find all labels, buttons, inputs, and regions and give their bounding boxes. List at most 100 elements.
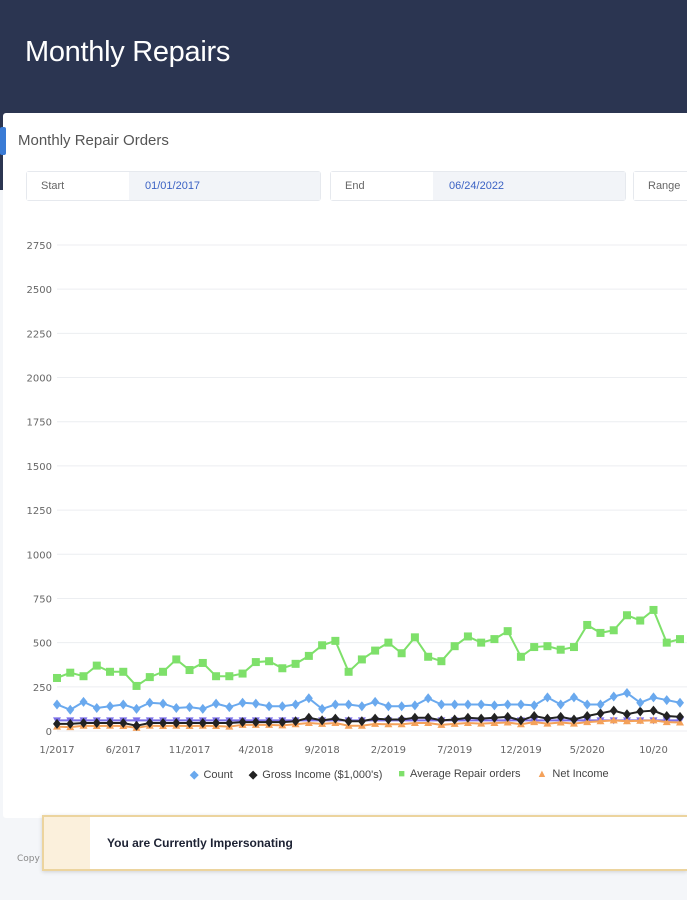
data-point <box>145 673 154 682</box>
data-point <box>636 706 645 717</box>
data-point <box>410 633 419 642</box>
data-point <box>331 713 340 724</box>
data-point <box>172 703 181 714</box>
data-point <box>556 645 565 654</box>
data-point <box>636 716 645 724</box>
diamond-icon: ◆ <box>190 769 199 781</box>
start-date-input[interactable]: 01/01/2017 <box>129 172 320 200</box>
end-date-field[interactable]: End 06/24/2022 <box>330 171 626 201</box>
data-point <box>291 716 300 727</box>
data-point <box>662 695 671 706</box>
data-point <box>212 672 221 681</box>
y-tick-label: 2250 <box>27 329 52 340</box>
start-date-field[interactable]: Start 01/01/2017 <box>26 171 321 201</box>
data-point <box>318 715 327 726</box>
data-point <box>397 714 406 725</box>
y-tick-label: 1250 <box>27 506 52 517</box>
data-point <box>384 701 393 712</box>
diamond-icon: ◆ <box>248 769 258 781</box>
data-point <box>225 672 234 681</box>
data-point <box>516 715 525 726</box>
data-point <box>185 666 194 675</box>
banner-text: You are Currently Impersonating <box>107 836 293 850</box>
data-point <box>145 697 154 708</box>
data-point <box>503 718 512 726</box>
data-point <box>79 718 88 729</box>
x-tick-label: 12/2019 <box>500 745 542 755</box>
legend-gross-income[interactable]: ◆ Gross Income ($1,000's) <box>248 769 383 781</box>
start-label: Start <box>27 172 129 200</box>
data-point <box>119 699 128 710</box>
data-point <box>556 699 565 710</box>
data-point <box>556 711 565 722</box>
y-tick-label: 500 <box>33 639 52 650</box>
data-point <box>278 717 287 728</box>
page-title: Monthly Repairs <box>25 36 231 68</box>
data-point <box>159 667 168 676</box>
data-point <box>516 699 525 710</box>
y-tick-label: 1000 <box>27 550 52 561</box>
x-tick-label: 9/2018 <box>305 745 340 755</box>
data-point <box>198 703 207 714</box>
data-point <box>371 713 380 724</box>
data-point <box>291 659 300 668</box>
data-point <box>410 700 419 711</box>
legend-net-income[interactable]: ▲ Net Income <box>536 768 609 780</box>
x-tick-label: 6/2017 <box>106 745 141 755</box>
data-point <box>92 661 101 670</box>
data-point <box>649 705 658 716</box>
legend-average-repair-orders[interactable]: ■ Average Repair orders <box>398 768 521 780</box>
data-point <box>503 711 512 722</box>
data-point <box>304 651 313 660</box>
data-point <box>530 643 539 652</box>
data-point <box>676 697 684 708</box>
data-point <box>251 658 260 667</box>
impersonation-banner: You are Currently Impersonating <box>42 815 687 871</box>
data-point <box>384 714 393 725</box>
data-point <box>503 627 512 636</box>
data-point <box>463 699 472 710</box>
data-point <box>145 718 154 729</box>
data-point <box>132 681 141 690</box>
banner-side <box>44 817 90 869</box>
data-point <box>622 717 631 725</box>
data-point <box>477 713 486 724</box>
data-point <box>424 693 433 704</box>
data-point <box>344 667 353 676</box>
data-point <box>79 672 88 681</box>
data-point <box>410 712 419 723</box>
data-point <box>463 632 472 641</box>
data-point <box>92 718 101 729</box>
data-point <box>384 638 393 647</box>
data-point <box>106 667 115 676</box>
data-point <box>212 698 221 709</box>
legend-count[interactable]: ◆ Count <box>190 769 233 781</box>
data-point <box>583 620 592 629</box>
data-point <box>278 701 287 712</box>
data-point <box>583 718 592 726</box>
data-point <box>278 664 287 673</box>
x-tick-label: 5/2020 <box>570 745 605 755</box>
data-point <box>609 626 618 635</box>
data-point <box>265 657 274 666</box>
data-point <box>79 696 88 707</box>
data-point <box>543 642 552 651</box>
data-point <box>609 691 618 702</box>
range-field[interactable]: Range <box>633 171 687 201</box>
data-point <box>238 697 247 708</box>
x-tick-label: 11/2017 <box>169 745 211 755</box>
triangle-icon: ▲ <box>536 768 548 780</box>
data-point <box>106 718 115 729</box>
data-point <box>583 710 592 721</box>
data-point <box>490 635 499 644</box>
data-point <box>450 699 459 710</box>
x-tick-label: 10/20 <box>639 745 668 755</box>
data-point <box>291 699 300 710</box>
data-point <box>238 669 247 678</box>
data-point <box>304 712 313 723</box>
data-point <box>225 702 234 713</box>
data-point <box>516 652 525 661</box>
data-point <box>596 708 605 719</box>
data-point <box>569 692 578 703</box>
end-date-input[interactable]: 06/24/2022 <box>433 172 625 200</box>
